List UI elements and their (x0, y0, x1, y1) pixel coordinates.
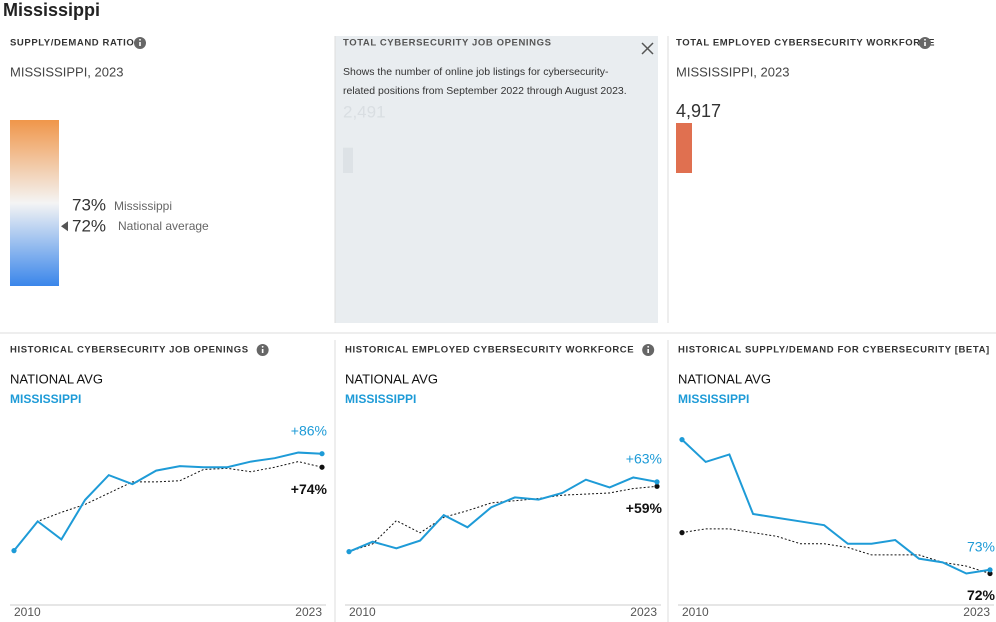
tooltip-bg (335, 36, 658, 323)
national-marker (61, 221, 68, 232)
panel-subtitle: MISSISSIPPI, 2023 (10, 64, 123, 79)
end-label: +74% (291, 481, 328, 497)
info-dot (261, 345, 264, 348)
series-line (681, 438, 991, 575)
legend-label: MISSISSIPPI (345, 392, 416, 406)
x-tick-label: 2010 (682, 605, 709, 619)
point (654, 479, 660, 485)
legend-label: MISSISSIPPI (10, 392, 81, 406)
x-tick-label: 2023 (295, 605, 322, 619)
tooltip-text: Shows the number of online job listings … (343, 66, 627, 97)
state-ratio: 73% (72, 195, 106, 214)
panel-title: HISTORICAL CYBERSECURITY JOB OPENINGS (10, 345, 249, 356)
workforce-bar (676, 123, 692, 173)
x-tick-label: 2023 (963, 605, 990, 619)
info-dot (647, 345, 650, 348)
panel-title: HISTORICAL SUPPLY/DEMAND FOR CYBERSECURI… (678, 345, 990, 356)
info-icon[interactable] (134, 37, 146, 49)
point (319, 451, 325, 457)
panel-title: SUPPLY/DEMAND RATIO (10, 38, 134, 49)
panel-title: TOTAL CYBERSECURITY JOB OPENINGS (343, 38, 552, 49)
x-tick-label: 2023 (630, 605, 657, 619)
info-stem (647, 349, 649, 353)
ratio-gradient (10, 120, 59, 286)
info-icon[interactable] (256, 344, 269, 356)
x-tick-label: 2010 (349, 605, 376, 619)
point (987, 567, 993, 573)
legend-label: NATIONAL AVG (678, 371, 771, 386)
workforce-value: 4,917 (676, 101, 721, 121)
point (346, 549, 352, 555)
panel-title: TOTAL EMPLOYED CYBERSECURITY WORKFORCE (676, 38, 935, 49)
point (654, 483, 660, 489)
info-icon[interactable] (919, 37, 931, 49)
x-tick-label: 2010 (14, 605, 41, 619)
info-icon[interactable] (642, 344, 655, 356)
end-label: +86% (291, 422, 327, 438)
legend-label: NATIONAL AVG (10, 371, 103, 386)
series-line (348, 485, 658, 553)
end-label: +63% (626, 451, 662, 467)
faded-value: 2,491 (343, 102, 386, 121)
panel-title: HISTORICAL EMPLOYED CYBERSECURITY WORKFO… (345, 345, 634, 356)
panel-subtitle: MISSISSIPPI, 2023 (676, 64, 789, 79)
point (679, 437, 685, 443)
point (987, 570, 993, 577)
close-button[interactable] (641, 42, 654, 55)
end-label: +59% (626, 500, 663, 516)
national-ratio: 72% (72, 216, 106, 235)
point (319, 464, 325, 470)
end-label: 73% (967, 539, 995, 555)
page-title: Mississippi (3, 0, 100, 20)
legend-label: MISSISSIPPI (678, 392, 749, 406)
state-name: Mississippi (114, 199, 172, 213)
series-line (13, 451, 323, 552)
point (11, 548, 17, 554)
end-label: 72% (967, 587, 996, 603)
series-line (348, 476, 658, 553)
legend-label: NATIONAL AVG (345, 371, 438, 386)
national-name: National average (118, 219, 209, 233)
info-stem (261, 349, 264, 353)
series-line (13, 461, 323, 551)
faded-bar (343, 147, 353, 173)
point (679, 530, 685, 536)
